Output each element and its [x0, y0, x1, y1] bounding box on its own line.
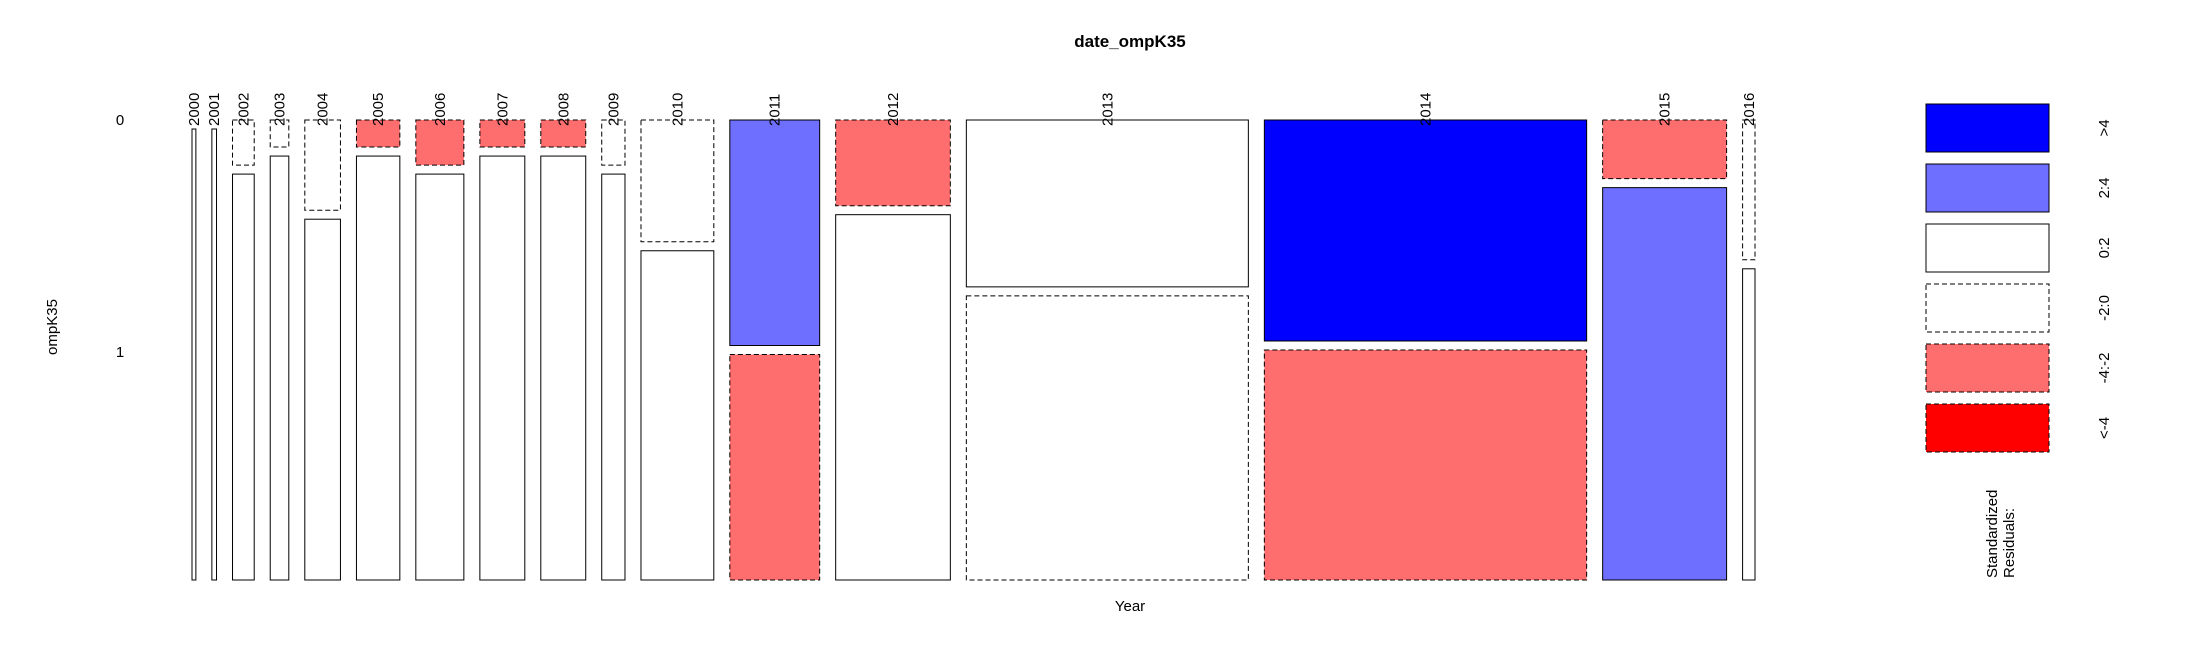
year-label-2007: 2007: [494, 93, 511, 126]
tile-2014-row-1: [1263, 349, 1588, 581]
year-label-2001: 2001: [206, 93, 223, 126]
tile-2009-row-0: [601, 119, 626, 166]
legend-swatch-3: [1925, 223, 2050, 273]
tile-2008-row-0: [540, 119, 587, 148]
year-label-2011: 2011: [767, 94, 784, 126]
tile-2005-row-1: [355, 155, 401, 581]
tile-2003-row-1: [269, 155, 290, 581]
mosaic-tiles: [191, 119, 1756, 581]
tile-2011-row-0: [729, 119, 821, 346]
year-label-2012: 2012: [885, 93, 902, 126]
year-label-2004: 2004: [315, 93, 332, 126]
chart-title: date_ompK35: [1074, 32, 1185, 51]
year-label-2013: 2013: [1099, 93, 1116, 126]
year-label-2002: 2002: [235, 93, 252, 126]
year-label-2003: 2003: [272, 93, 289, 126]
column-labels: 2000 2001 2002 2003 2004 2005 2006 2007 2008 2009…: [186, 93, 1758, 126]
legend-label-6: <-4: [2096, 417, 2113, 439]
legend-label-5: -4:-2: [2096, 353, 2113, 384]
y-axis-label: ompK35: [44, 299, 61, 355]
legend-label-2: 2:4: [2096, 178, 2113, 199]
tile-2006-row-0: [415, 119, 465, 166]
year-label-2000: 2000: [186, 93, 203, 126]
tile-2012-row-1: [835, 214, 951, 581]
tile-2007-row-0: [479, 119, 526, 148]
tile-2000-row-1: [191, 128, 197, 581]
tile-2014-row-0: [1263, 119, 1588, 342]
tile-2015-row-0: [1602, 119, 1728, 180]
tile-2012-row-0: [835, 119, 951, 207]
legend: >4 2:4 0:2 -2:0 -4:-2 <-4: [1925, 103, 2113, 453]
legend-title-line-2: Residuals:: [2001, 508, 2018, 578]
legend-swatch-6: [1925, 403, 2050, 453]
legend-swatch-5: [1925, 343, 2050, 393]
tile-2002-row-0: [232, 119, 255, 166]
tile-2004-row-1: [304, 218, 341, 581]
x-axis-label: Year: [1115, 598, 1145, 615]
tile-2016-row-0: [1742, 119, 1756, 261]
year-label-2008: 2008: [555, 93, 572, 126]
tile-2013-row-0: [965, 119, 1249, 288]
tile-2003-row-0: [269, 119, 290, 148]
row-level-label-1: 1: [116, 344, 124, 361]
tile-2016-row-1: [1742, 268, 1756, 581]
year-label-2006: 2006: [432, 93, 449, 126]
year-label-2014: 2014: [1418, 93, 1435, 126]
tile-2006-row-1: [415, 173, 465, 581]
row-level-label-0: 0: [116, 112, 124, 129]
year-label-2015: 2015: [1657, 93, 1674, 126]
legend-label-3: 0:2: [2096, 238, 2113, 259]
tile-2001-row-1: [211, 128, 218, 581]
tile-2010-row-0: [640, 119, 715, 243]
year-label-2009: 2009: [605, 93, 622, 126]
legend-label-4: -2:0: [2096, 295, 2113, 321]
tile-2008-row-1: [540, 155, 587, 581]
legend-swatch-2: [1925, 163, 2050, 213]
legend-swatch-1: [1925, 103, 2050, 153]
tile-2015-row-1: [1602, 187, 1728, 581]
tile-2011-row-1: [729, 354, 821, 581]
tile-2009-row-1: [601, 173, 626, 581]
legend-label-1: >4: [2096, 119, 2113, 136]
tile-2013-row-1: [965, 295, 1249, 581]
tile-2007-row-1: [479, 155, 526, 581]
legend-title-line-1: Standardized: [1984, 490, 2001, 578]
tile-2005-row-0: [355, 119, 401, 148]
year-label-2010: 2010: [669, 93, 686, 126]
legend-swatch-4: [1925, 283, 2050, 333]
year-label-2005: 2005: [370, 93, 387, 126]
tile-2002-row-1: [232, 173, 255, 581]
tile-2004-row-0: [304, 119, 341, 211]
tile-2010-row-1: [640, 250, 715, 581]
year-label-2016: 2016: [1741, 93, 1758, 126]
